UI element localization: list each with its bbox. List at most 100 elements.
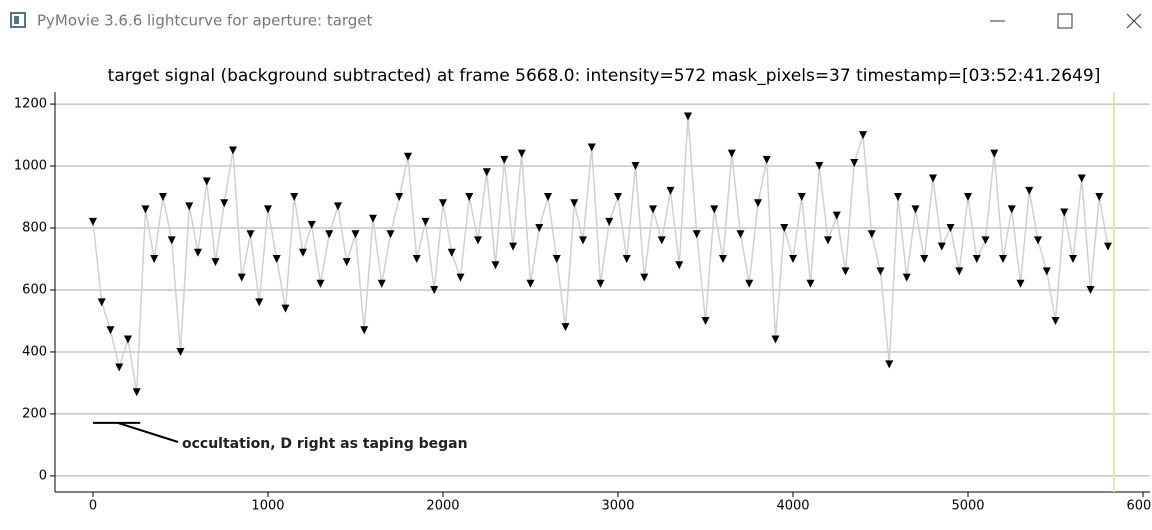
- data-point: [850, 158, 859, 167]
- data-point: [430, 285, 439, 294]
- data-point: [272, 255, 281, 264]
- data-point: [1095, 193, 1104, 202]
- data-point: [395, 193, 404, 202]
- data-point: [815, 162, 824, 171]
- data-point: [841, 267, 850, 276]
- data-point: [955, 267, 964, 276]
- data-point: [316, 279, 325, 288]
- data-point: [237, 273, 246, 282]
- data-point: [246, 230, 255, 239]
- data-point: [325, 230, 334, 239]
- chart-title: target signal (background subtracted) at…: [108, 66, 1101, 86]
- data-point: [368, 214, 377, 223]
- data-point: [596, 279, 605, 288]
- y-tick-label: 1200: [14, 97, 47, 112]
- data-point: [876, 267, 885, 276]
- data-point: [675, 261, 684, 270]
- data-point: [386, 230, 395, 239]
- data-point: [858, 131, 867, 140]
- data-point: [202, 177, 211, 186]
- data-point: [543, 193, 552, 202]
- data-point: [456, 273, 465, 282]
- data-point: [797, 193, 806, 202]
- data-point: [123, 335, 132, 344]
- data-point: [141, 205, 150, 214]
- data-point: [1033, 236, 1042, 245]
- data-point: [832, 211, 841, 220]
- data-point: [736, 230, 745, 239]
- data-point: [360, 326, 369, 335]
- data-point: [298, 248, 307, 257]
- data-point: [718, 255, 727, 264]
- data-point: [132, 388, 141, 397]
- data-point: [692, 230, 701, 239]
- data-point: [885, 360, 894, 369]
- data-point: [561, 323, 570, 332]
- data-point: [1016, 279, 1025, 288]
- data-point: [167, 236, 176, 245]
- data-point: [176, 347, 185, 356]
- x-tick-label: 6000: [1126, 499, 1152, 514]
- y-tick-label: 600: [22, 282, 47, 297]
- y-tick-label: 1000: [14, 159, 47, 174]
- data-point: [631, 162, 640, 171]
- x-tick-label: 1000: [251, 499, 284, 514]
- data-point: [928, 174, 937, 183]
- data-point: [115, 363, 124, 372]
- data-point: [473, 236, 482, 245]
- data-point: [771, 335, 780, 344]
- data-point: [893, 193, 902, 202]
- x-tick-label: 0: [89, 499, 97, 514]
- data-point: [150, 255, 159, 264]
- data-point: [937, 242, 946, 251]
- data-point: [535, 224, 544, 233]
- data-point: [333, 202, 342, 211]
- data-point: [185, 202, 194, 211]
- close-button[interactable]: [1126, 13, 1142, 29]
- data-point: [998, 255, 1007, 264]
- data-point: [1007, 205, 1016, 214]
- data-point: [351, 230, 360, 239]
- maximize-button[interactable]: [1057, 13, 1073, 29]
- data-point: [482, 168, 491, 177]
- data-point: [552, 255, 561, 264]
- data-point: [447, 248, 456, 257]
- data-point: [972, 255, 981, 264]
- y-tick-label: 0: [39, 468, 47, 483]
- data-point: [683, 112, 692, 121]
- data-point: [867, 230, 876, 239]
- data-point: [990, 149, 999, 158]
- data-point: [570, 199, 579, 208]
- data-point: [255, 298, 264, 307]
- data-point: [211, 258, 220, 267]
- data-point: [762, 155, 771, 164]
- data-point: [307, 220, 316, 229]
- data-point: [263, 205, 272, 214]
- data-point: [823, 236, 832, 245]
- data-point: [1068, 255, 1077, 264]
- window-title: PyMovie 3.6.6 lightcurve for aperture: t…: [37, 12, 373, 30]
- data-point: [920, 255, 929, 264]
- data-point: [613, 193, 622, 202]
- y-tick-label: 200: [22, 406, 47, 421]
- data-point: [526, 279, 535, 288]
- data-point: [963, 193, 972, 202]
- data-point: [377, 279, 386, 288]
- data-point: [342, 258, 351, 267]
- data-point: [1060, 208, 1069, 217]
- y-tick-label: 800: [22, 221, 47, 236]
- data-point: [1051, 316, 1060, 325]
- data-point: [788, 255, 797, 264]
- data-point: [517, 149, 526, 158]
- data-point: [158, 193, 167, 202]
- data-point: [106, 326, 115, 335]
- data-point: [97, 298, 106, 307]
- x-tick-label: 3000: [601, 499, 634, 514]
- data-point: [911, 205, 920, 214]
- data-point: [666, 186, 675, 195]
- data-point: [780, 224, 789, 233]
- data-point: [412, 255, 421, 264]
- data-point: [902, 273, 911, 282]
- data-point: [753, 199, 762, 208]
- data-point: [508, 242, 517, 251]
